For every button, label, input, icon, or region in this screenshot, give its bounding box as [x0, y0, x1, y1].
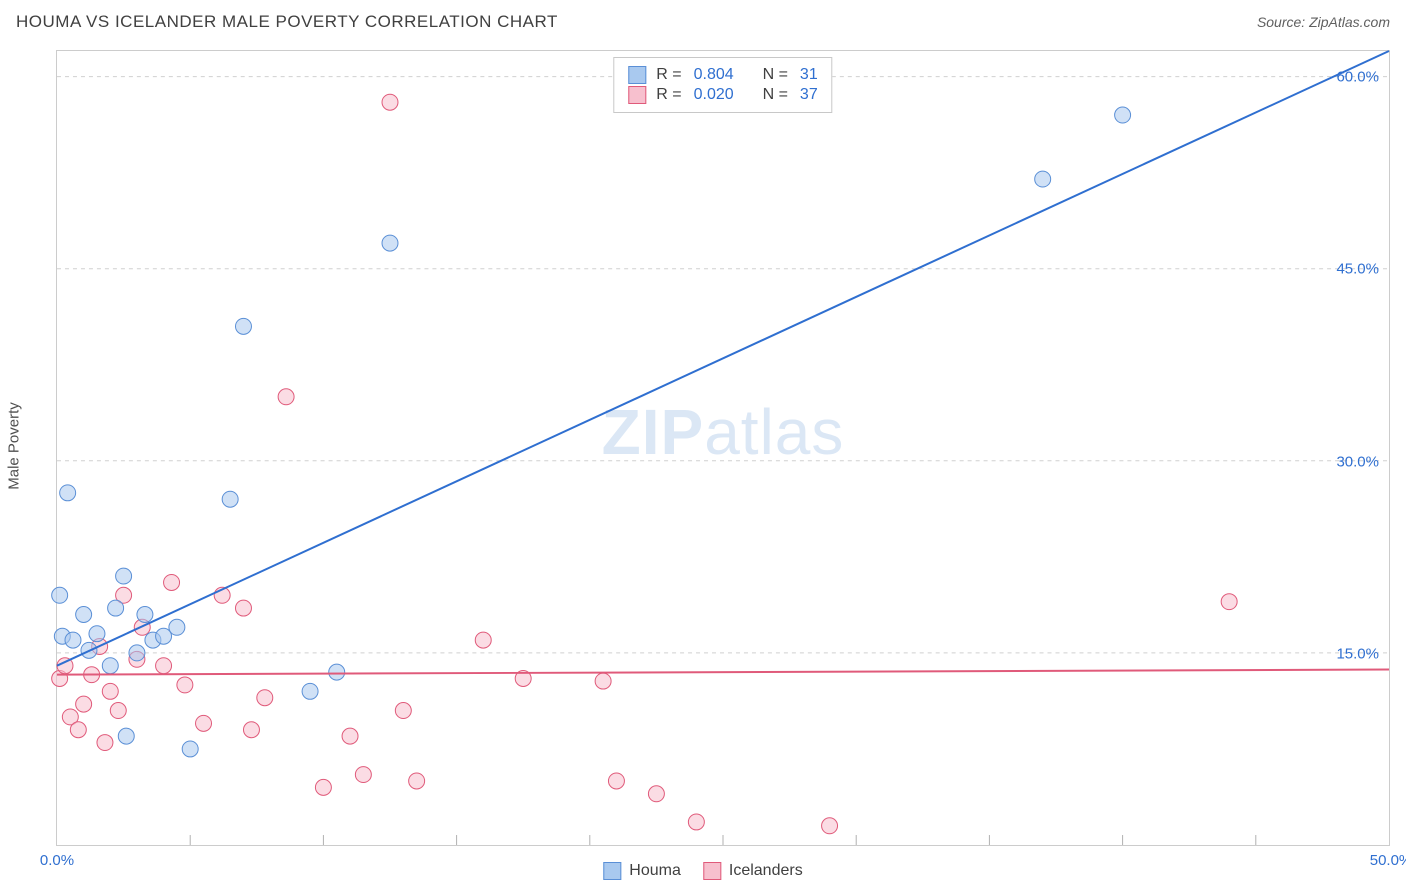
data-point	[1035, 171, 1051, 187]
data-point	[608, 773, 624, 789]
legend-swatch	[703, 862, 721, 880]
data-point	[355, 767, 371, 783]
x-tick-label: 50.0%	[1370, 852, 1406, 869]
chart-title: HOUMA VS ICELANDER MALE POVERTY CORRELAT…	[16, 12, 558, 32]
data-point	[118, 728, 134, 744]
data-point	[688, 814, 704, 830]
data-point	[315, 779, 331, 795]
data-point	[177, 677, 193, 693]
data-point	[1221, 594, 1237, 610]
y-axis-label: Male Poverty	[6, 402, 23, 490]
correlation-row: R =0.020 N = 37	[628, 86, 817, 104]
data-point	[110, 703, 126, 719]
source-label: Source: ZipAtlas.com	[1257, 14, 1390, 30]
data-point	[235, 318, 251, 334]
data-point	[65, 632, 81, 648]
legend-swatch	[628, 86, 646, 104]
data-point	[129, 645, 145, 661]
legend-swatch	[628, 66, 646, 84]
legend-label: Icelanders	[729, 862, 803, 880]
data-point	[108, 600, 124, 616]
regression-line	[57, 670, 1389, 675]
data-point	[395, 703, 411, 719]
data-point	[164, 574, 180, 590]
y-tick-label: 60.0%	[1336, 68, 1379, 85]
data-point	[137, 607, 153, 623]
data-point	[89, 626, 105, 642]
legend-swatch	[603, 862, 621, 880]
data-point	[116, 568, 132, 584]
data-point	[60, 485, 76, 501]
bottom-legend: Houma Icelanders	[603, 862, 802, 880]
data-point	[156, 658, 172, 674]
data-point	[169, 619, 185, 635]
legend-item: Houma	[603, 862, 681, 880]
data-point	[648, 786, 664, 802]
data-point	[182, 741, 198, 757]
correlation-row: R =0.804 N = 31	[628, 66, 817, 84]
plot-area: ZIPatlas R =0.804 N = 31R =0.020 N = 37 …	[56, 50, 1390, 846]
data-point	[76, 607, 92, 623]
scatter-svg	[57, 51, 1389, 845]
data-point	[102, 683, 118, 699]
data-point	[243, 722, 259, 738]
data-point	[1115, 107, 1131, 123]
data-point	[97, 735, 113, 751]
legend-item: Icelanders	[703, 862, 803, 880]
data-point	[382, 235, 398, 251]
correlation-box: R =0.804 N = 31 R =0.020 N = 37	[613, 57, 832, 113]
data-point	[102, 658, 118, 674]
data-point	[257, 690, 273, 706]
data-point	[595, 673, 611, 689]
y-tick-label: 15.0%	[1336, 646, 1379, 663]
data-point	[52, 587, 68, 603]
data-point	[822, 818, 838, 834]
data-point	[342, 728, 358, 744]
y-tick-label: 30.0%	[1336, 453, 1379, 470]
data-point	[76, 696, 92, 712]
data-point	[70, 722, 86, 738]
data-point	[329, 664, 345, 680]
data-point	[235, 600, 251, 616]
data-point	[278, 389, 294, 405]
regression-line	[57, 51, 1389, 666]
x-tick-label: 0.0%	[40, 852, 74, 869]
data-point	[302, 683, 318, 699]
data-point	[475, 632, 491, 648]
data-point	[382, 94, 398, 110]
data-point	[196, 715, 212, 731]
data-point	[222, 491, 238, 507]
data-point	[409, 773, 425, 789]
legend-label: Houma	[629, 862, 681, 880]
y-tick-label: 45.0%	[1336, 261, 1379, 278]
